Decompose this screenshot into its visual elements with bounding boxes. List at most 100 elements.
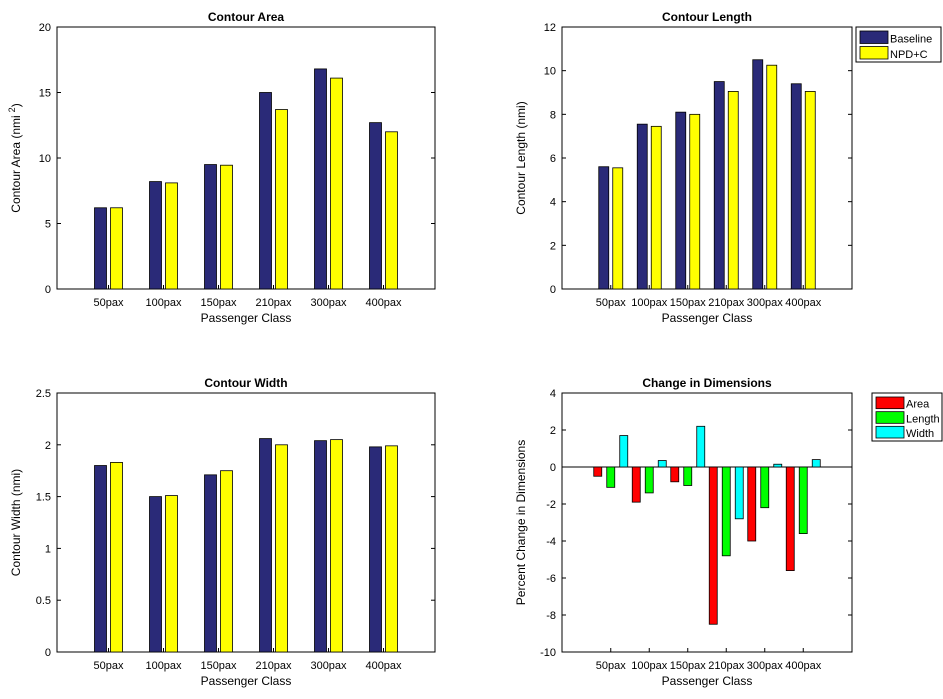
y-axis-label-superscript: 2 xyxy=(7,107,17,112)
y-tick-label: 15 xyxy=(39,88,51,100)
bar xyxy=(385,131,398,290)
x-tick-label: 400pax xyxy=(365,297,402,309)
y-tick-label: 8 xyxy=(550,109,556,121)
bar xyxy=(766,64,778,290)
chart-panel-0: 0 5 10 15 20 50pax 100pax 150pax 210pax 300pax 400… xyxy=(7,10,436,325)
x-tick-label: 210pax xyxy=(255,297,292,309)
x-tick-label: 150pax xyxy=(200,660,237,672)
x-tick-label: 210pax xyxy=(708,660,745,672)
x-tick-label: 150pax xyxy=(670,297,707,309)
x-axis-label: Passenger Class xyxy=(662,311,753,325)
y-tick-label: 4 xyxy=(550,388,556,400)
legend-swatch xyxy=(859,46,889,60)
y-axis-label: Percent Change in Dimensions xyxy=(514,440,528,605)
y-tick-label: 4 xyxy=(550,197,556,209)
x-tick-label: 100pax xyxy=(631,297,668,309)
legend-label: Length xyxy=(906,413,940,425)
x-tick-label: 210pax xyxy=(255,660,292,672)
chart-title: Change in Dimensions xyxy=(642,376,772,390)
y-tick-label: -4 xyxy=(546,536,556,548)
bar xyxy=(593,466,603,477)
x-axis-label: Passenger Class xyxy=(201,311,292,325)
bar xyxy=(598,166,610,290)
legend: Baseline NPD+C xyxy=(855,26,942,63)
legend-label: Baseline xyxy=(890,34,932,46)
x-axis-label: Passenger Class xyxy=(662,674,753,688)
y-tick-label: -6 xyxy=(546,573,556,585)
x-tick-label: 400pax xyxy=(785,660,822,672)
x-tick-label: 100pax xyxy=(145,297,182,309)
y-tick-label: 5 xyxy=(45,219,51,231)
bar xyxy=(734,466,744,520)
y-tick-label: 12 xyxy=(544,22,556,34)
x-tick-label: 300pax xyxy=(747,660,784,672)
bar xyxy=(804,91,816,290)
x-tick-label: 150pax xyxy=(200,297,237,309)
bar xyxy=(110,207,123,290)
bar xyxy=(619,435,629,468)
bar xyxy=(650,125,662,290)
y-axis-label: Contour Width (nmi) xyxy=(9,469,23,576)
y-tick-label: 0 xyxy=(550,462,556,474)
y-tick-label: 10 xyxy=(544,66,556,78)
y-tick-label: 0 xyxy=(550,284,556,296)
bar xyxy=(165,495,178,653)
bar xyxy=(675,111,687,290)
x-tick-label: 400pax xyxy=(365,660,402,672)
bar xyxy=(790,83,802,290)
bar xyxy=(369,122,382,290)
bar xyxy=(385,445,398,653)
bar xyxy=(631,466,641,503)
bar xyxy=(275,109,288,290)
y-tick-label: 20 xyxy=(39,22,51,34)
bar xyxy=(606,466,616,488)
x-tick-label: 210pax xyxy=(708,297,745,309)
y-axis-label: Contour Length (nmi) xyxy=(514,101,528,214)
bar xyxy=(204,164,217,290)
legend-swatch xyxy=(875,411,905,424)
y-tick-label: 2 xyxy=(550,240,556,252)
y-tick-label: 2 xyxy=(550,425,556,437)
y-tick-label: 2.5 xyxy=(36,388,51,400)
bar xyxy=(773,463,783,468)
axes-box xyxy=(561,392,853,653)
bar xyxy=(165,182,178,290)
chart-title: Contour Width xyxy=(204,376,287,390)
bar xyxy=(220,164,233,290)
x-tick-label: 300pax xyxy=(310,297,347,309)
y-tick-label: 0 xyxy=(45,647,51,659)
x-tick-label: 50pax xyxy=(94,660,124,672)
legend-swatch xyxy=(875,396,905,410)
y-tick-label: 0 xyxy=(45,284,51,296)
y-tick-label: -8 xyxy=(546,610,556,622)
bar xyxy=(94,465,107,653)
y-axis-label: Contour Area (nmi2) xyxy=(7,103,23,212)
bar xyxy=(314,440,327,653)
bar xyxy=(670,466,680,483)
bar xyxy=(330,439,343,653)
bar xyxy=(713,81,725,290)
y-tick-label: 1 xyxy=(45,543,51,555)
x-tick-label: 100pax xyxy=(631,660,668,672)
bar xyxy=(644,466,654,494)
x-tick-label: 50pax xyxy=(94,297,124,309)
y-tick-label: 0.5 xyxy=(36,595,51,607)
bar xyxy=(760,466,770,509)
bar xyxy=(696,425,706,468)
y-tick-label: -10 xyxy=(540,647,556,659)
bar xyxy=(721,466,731,557)
legend-label: Width xyxy=(906,428,934,440)
x-tick-label: 150pax xyxy=(670,660,707,672)
legend-swatch xyxy=(875,425,905,439)
x-tick-label: 300pax xyxy=(310,660,347,672)
bar xyxy=(612,167,624,290)
x-tick-label: 400pax xyxy=(785,297,822,309)
y-tick-label: -2 xyxy=(546,499,556,511)
chart-title: Contour Area xyxy=(208,10,285,24)
chart-panel-1: 0 2 4 6 8 10 12 50pax 100pax 150pax 210pax 300pax 40… xyxy=(514,10,942,325)
y-axis-label-suffix: ) xyxy=(9,103,23,107)
y-tick-label: 2 xyxy=(45,440,51,452)
x-tick-label: 50pax xyxy=(596,297,626,309)
legend-label: NPD+C xyxy=(890,49,928,61)
